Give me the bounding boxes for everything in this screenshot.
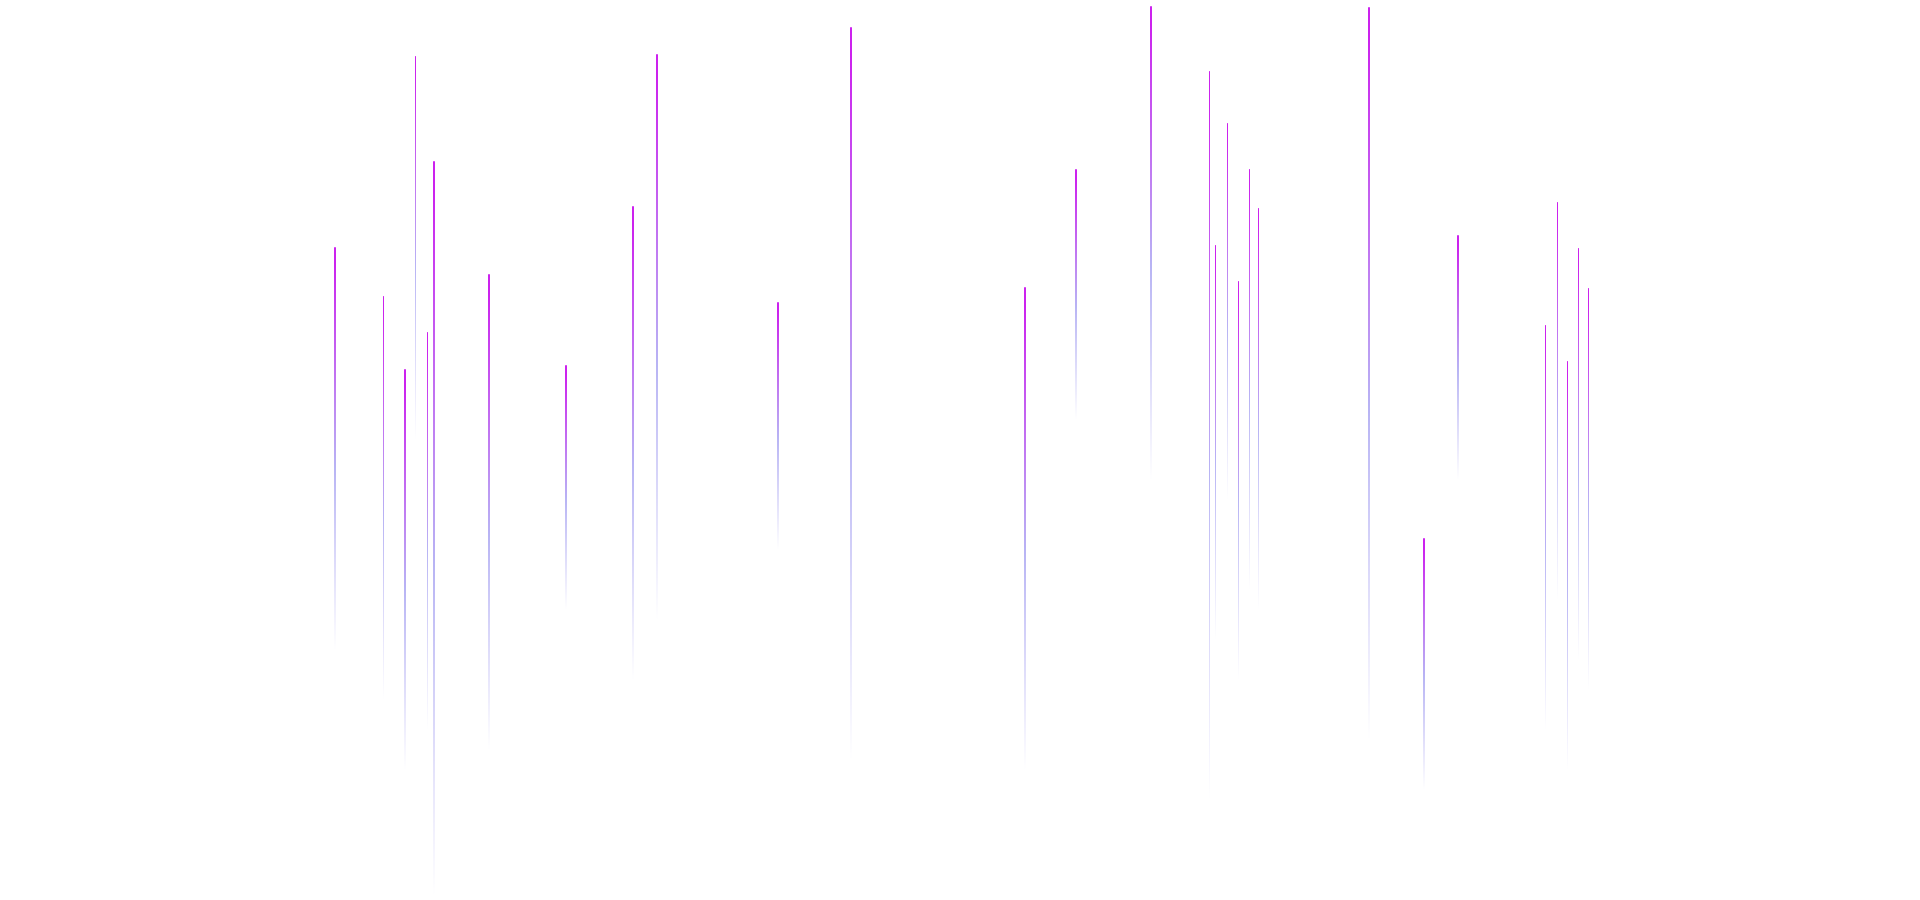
light-streak — [427, 332, 428, 730]
light-streak — [1457, 235, 1459, 480]
light-streak — [1423, 538, 1425, 790]
light-streak — [1024, 287, 1026, 770]
light-streak — [1215, 245, 1216, 640]
light-streak — [1258, 208, 1259, 610]
light-streak — [632, 206, 634, 680]
light-streak — [1567, 361, 1568, 770]
light-streak — [334, 247, 336, 650]
light-streak — [565, 365, 567, 610]
light-streak — [1238, 281, 1239, 680]
light-streak — [1150, 6, 1152, 480]
light-streak — [1588, 288, 1589, 690]
light-streak — [404, 369, 406, 770]
light-streak — [1545, 325, 1546, 730]
light-streak — [1209, 71, 1210, 800]
light-streak — [656, 54, 658, 620]
light-streak — [1368, 7, 1370, 740]
light-streak — [1557, 202, 1558, 600]
light-streak — [1249, 169, 1250, 590]
light-streak — [415, 56, 416, 440]
light-streak — [488, 274, 490, 750]
light-streak — [777, 302, 779, 550]
light-streak — [433, 161, 435, 895]
light-streak — [850, 27, 852, 760]
light-streak — [1075, 169, 1077, 420]
light-streak — [1578, 248, 1579, 660]
light-streak — [1227, 123, 1228, 500]
light-streak — [383, 296, 384, 700]
